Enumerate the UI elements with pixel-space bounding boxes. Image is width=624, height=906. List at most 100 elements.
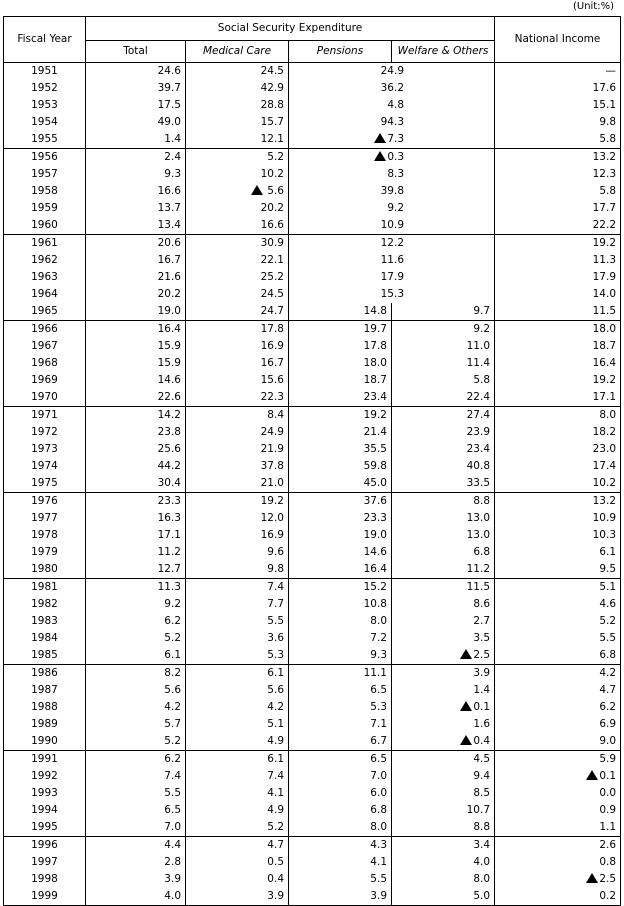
- header-fiscal-year: Fiscal Year: [3, 16, 86, 63]
- cell-pensions: 37.6: [288, 492, 392, 510]
- value-medical: 5.5: [267, 615, 284, 627]
- value-year: 1973: [31, 443, 58, 455]
- cell-medical: 21.0: [185, 475, 289, 493]
- value-year: 1985: [31, 649, 58, 661]
- value-welfare: 5.0: [473, 890, 491, 902]
- cell-ni: 2.5▲2.5: [494, 871, 622, 888]
- value-welfare: 8.8: [473, 495, 491, 507]
- value-pensions: 4.1: [370, 856, 387, 868]
- table-row: 1979 11.2 9.6 14.6 6.8 6.1: [3, 544, 622, 561]
- value-total: 16.4: [157, 323, 181, 335]
- cell-ni: 0.0: [494, 785, 622, 802]
- table-row: 1955 1.4 12.17.3▲7.3 5.8: [3, 131, 622, 149]
- table-row: 1964 20.2 24.5 15.3 14.0: [3, 286, 622, 303]
- value-year: 1999: [31, 890, 58, 902]
- value-ni: 5.8: [599, 185, 617, 197]
- value-year: 1972: [31, 426, 58, 438]
- value-welfare: 3.9: [473, 667, 491, 679]
- value-total: 24.6: [157, 65, 181, 77]
- table-row: 1951 24.6 24.5 24.9 —: [3, 62, 622, 80]
- table-row: 1973 25.6 21.9 35.5 23.4 23.0: [3, 441, 622, 458]
- cell-ni: 13.2: [494, 148, 622, 166]
- value-ni: 0.9: [599, 804, 617, 816]
- cell-medical: 7.4: [185, 768, 289, 785]
- cell-welfare: 8.8: [390, 492, 496, 510]
- value-pensions: 19.0: [363, 529, 387, 541]
- value-pensions: 39.8: [380, 185, 405, 197]
- cell-ni: 10.3: [494, 527, 622, 544]
- negative-triangle-icon: [586, 873, 599, 883]
- cell-ni: 0.1▲0.1: [494, 768, 622, 785]
- value-total: 14.2: [157, 409, 181, 421]
- cell-year: 1981: [3, 578, 86, 596]
- cell-year: 1969: [3, 372, 86, 389]
- cell-ni: 5.9: [494, 750, 622, 768]
- value-year: 1957: [31, 168, 58, 180]
- cell-ni: 9.8: [494, 114, 622, 131]
- value-welfare: 13.0: [466, 512, 491, 524]
- value-total: 5.7: [164, 718, 181, 730]
- value-ni: 17.4: [592, 460, 617, 472]
- value-ni: 0.0: [599, 787, 617, 799]
- value-pensions: 6.0: [370, 787, 387, 799]
- value-pensions: 36.2: [380, 82, 405, 94]
- cell-welfare: 11.0: [390, 338, 496, 355]
- value-medical: 21.0: [260, 477, 284, 489]
- cell-ni: 11.5: [494, 303, 622, 321]
- value-year: 1981: [31, 581, 58, 593]
- value-total: 16.3: [157, 512, 181, 524]
- value-total: 11.2: [157, 546, 181, 558]
- value-total: 16.7: [157, 254, 181, 266]
- value-ni: 8.0: [599, 409, 617, 421]
- header-social-security: Social Security Expenditure: [84, 16, 496, 41]
- cell-year: 1972: [3, 424, 86, 441]
- cell-pensions: 9.3: [288, 647, 392, 665]
- header-total: Total: [85, 40, 186, 63]
- value-ni: 17.6: [592, 82, 617, 94]
- value-total: 7.4: [164, 770, 181, 782]
- value-year: 1954: [31, 116, 58, 128]
- cell-medical: 16.6: [185, 217, 289, 235]
- cell-welfare: 3.5: [390, 630, 496, 647]
- table-row: 1981 11.3 7.4 15.2 11.5 5.1: [3, 578, 622, 596]
- negative-triangle-icon: [460, 735, 473, 745]
- value-ni: 14.0: [592, 288, 617, 300]
- cell-ni: 17.6: [494, 80, 622, 97]
- cell-pensions: 11.1: [288, 664, 392, 682]
- value-ni: 18.2: [592, 426, 617, 438]
- cell-total: 5.5: [85, 785, 186, 802]
- cell-ni: 6.1: [494, 544, 622, 561]
- cell-total: 15.9: [85, 355, 186, 372]
- value-medical: 5.1: [267, 718, 284, 730]
- value-ni: 18.7: [592, 340, 617, 352]
- value-medical: 37.8: [260, 460, 284, 472]
- cell-welfare: 22.4: [390, 389, 496, 407]
- value-year: 1975: [31, 477, 58, 489]
- cell-welfare: 11.5: [390, 578, 496, 596]
- cell-ni: 22.2: [494, 217, 622, 235]
- value-year: 1996: [31, 839, 58, 851]
- cell-year: 1983: [3, 613, 86, 630]
- value-medical: 0.4: [267, 873, 284, 885]
- cell-pensions: 6.5: [288, 682, 392, 699]
- value-medical: 42.9: [260, 82, 284, 94]
- value-medical: 3.9: [267, 890, 284, 902]
- cell-year: 1954: [3, 114, 86, 131]
- value-year: 1980: [31, 563, 58, 575]
- value-medical: 17.8: [260, 323, 284, 335]
- negative-triangle-icon: [460, 649, 473, 659]
- value-year: 1978: [31, 529, 58, 541]
- cell-total: 1.4: [85, 131, 186, 149]
- value-year: 1983: [31, 615, 58, 627]
- value-total: 13.7: [157, 202, 181, 214]
- header-medical-care: Medical Care: [185, 40, 289, 63]
- cell-total: 6.1: [85, 647, 186, 665]
- cell-medical: 5.2: [185, 148, 289, 166]
- cell-welfare: 10.7: [390, 802, 496, 819]
- value-welfare: 13.0: [466, 529, 491, 541]
- cell-year: 1957: [3, 166, 86, 183]
- cell-pensions: 45.0: [288, 475, 392, 493]
- cell-total: 49.0: [85, 114, 186, 131]
- value-year: 1960: [31, 219, 58, 231]
- cell-year: 1958: [3, 183, 86, 200]
